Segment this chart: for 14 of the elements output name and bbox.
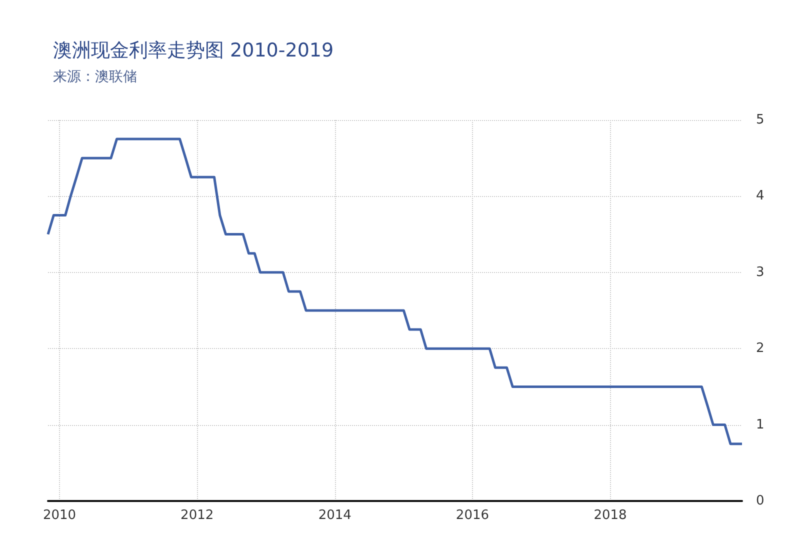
y-tick-label: 2 <box>756 341 764 356</box>
y-tick-label: 3 <box>756 264 764 280</box>
line-series <box>46 138 744 446</box>
x-tick-label: 2018 <box>594 508 627 523</box>
x-tick-label: 2010 <box>42 508 76 523</box>
y-tick-label: 1 <box>756 417 764 432</box>
x-tick-label: 2012 <box>180 508 214 523</box>
chart-title: 澳洲现金利率走势图 2010-2019 <box>53 40 334 62</box>
y-tick-label: 0 <box>756 494 764 508</box>
x-tick-label: 2016 <box>456 508 490 523</box>
y-tick-label: 4 <box>756 188 764 204</box>
y-tick-label: 5 <box>756 112 764 128</box>
chart-subtitle: 来源：澳联储 <box>53 69 137 85</box>
x-tick-label: 2014 <box>318 508 352 523</box>
